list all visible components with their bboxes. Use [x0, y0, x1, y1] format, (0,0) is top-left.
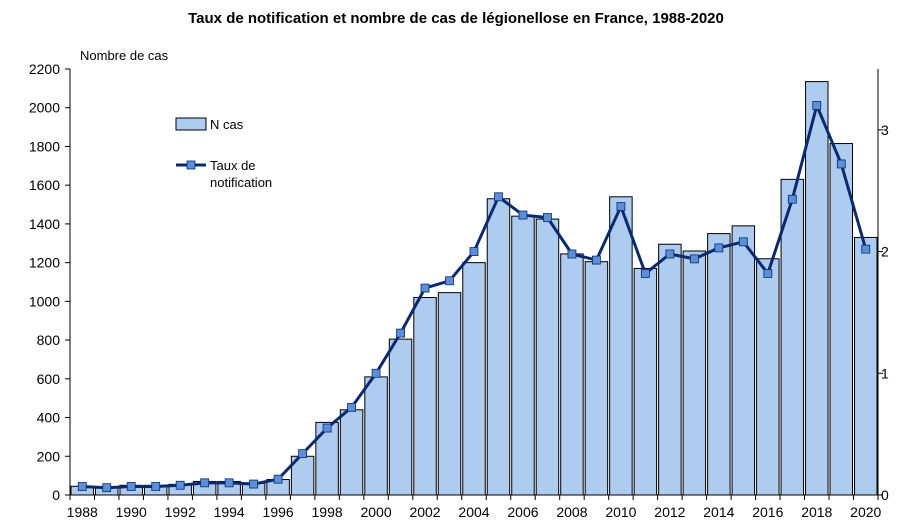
rate-point-1996 — [273, 474, 283, 484]
rate-point-2008 — [567, 249, 577, 259]
rate-point-2013 — [689, 254, 699, 264]
bar-2011 — [633, 267, 658, 496]
bar-2014 — [707, 233, 731, 496]
y-tick-label-2000: 2000 — [29, 100, 60, 116]
rate-point-2012 — [665, 249, 675, 259]
x-tick-label-2004: 2004 — [458, 504, 489, 520]
legend-line-label-1: Taux de — [210, 158, 256, 173]
bar-1999 — [339, 409, 364, 496]
bar-2016 — [756, 258, 780, 496]
rate-point-2003 — [445, 276, 454, 286]
rate-point-2015 — [738, 237, 748, 247]
y-tick-label-400: 400 — [37, 410, 61, 426]
rate-point-1994 — [224, 478, 234, 488]
x-tick-label-2016: 2016 — [752, 504, 783, 520]
y-tick-label-1800: 1800 — [29, 138, 60, 154]
bar-2018 — [805, 81, 829, 496]
bar-2003 — [437, 292, 462, 496]
y2-tick-label-3: 3 — [881, 122, 889, 138]
y-tick-label-200: 200 — [37, 448, 61, 464]
rate-point-1992 — [175, 480, 185, 490]
bar-2009 — [584, 261, 609, 496]
legend-bar-swatch — [175, 117, 207, 131]
rate-point-2002 — [420, 283, 430, 293]
x-tick-label-1994: 1994 — [214, 504, 245, 520]
x-tick-label-2020: 2020 — [850, 504, 881, 520]
rate-point-2016 — [763, 269, 773, 278]
rate-point-1993 — [200, 478, 210, 488]
bar-2004 — [462, 262, 486, 496]
rate-point-1995 — [249, 479, 259, 489]
y-tick-label-1600: 1600 — [29, 177, 60, 193]
line-series — [77, 101, 871, 493]
y2-tick-label-2: 2 — [881, 244, 889, 260]
rate-point-2017 — [787, 194, 797, 204]
rate-point-2010 — [616, 202, 626, 211]
rate-point-1989 — [102, 483, 112, 493]
legend: N cas Taux de notification — [175, 117, 272, 190]
y2-tick-label-0: 0 — [881, 487, 889, 503]
rate-point-2001 — [396, 328, 405, 338]
rate-point-2018 — [812, 101, 822, 110]
chart-title: Taux de notification et nombre de cas de… — [188, 10, 724, 27]
bar-series — [70, 81, 878, 496]
rate-point-2020 — [861, 244, 871, 254]
rate-point-1999 — [347, 402, 356, 412]
x-tick-label-2014: 2014 — [703, 504, 734, 520]
bar-2000 — [364, 376, 388, 496]
rate-point-2007 — [543, 213, 552, 222]
y-axis-label: Nombre de cas — [80, 48, 169, 63]
x-tick-label-1990: 1990 — [116, 504, 147, 520]
x-tick-label-2002: 2002 — [409, 504, 440, 520]
bar-2012 — [658, 243, 682, 496]
rate-point-2011 — [640, 269, 650, 278]
rate-point-1988 — [77, 482, 87, 491]
bar-2005 — [486, 198, 511, 496]
x-tick-label-2000: 2000 — [360, 504, 391, 520]
legend-bar-label: N cas — [210, 117, 244, 132]
axes: 0200400600800100012001400160018002000220… — [29, 61, 889, 520]
x-tick-label-1996: 1996 — [263, 504, 294, 520]
bar-2001 — [388, 338, 413, 496]
bar-2015 — [731, 225, 756, 496]
rate-point-2019 — [836, 159, 846, 169]
bar-2020 — [854, 236, 878, 496]
y-tick-label-800: 800 — [37, 332, 61, 348]
x-tick-label-1992: 1992 — [165, 504, 196, 520]
rate-point-1991 — [151, 482, 161, 491]
rate-point-1998 — [322, 423, 332, 433]
rate-point-1990 — [126, 482, 136, 491]
bar-2002 — [413, 296, 437, 496]
x-tick-label-2006: 2006 — [507, 504, 538, 520]
y-tick-label-1000: 1000 — [29, 293, 60, 309]
rate-point-2005 — [494, 192, 503, 202]
x-tick-label-1998: 1998 — [312, 504, 343, 520]
rate-point-2014 — [714, 243, 724, 253]
x-tick-label-2012: 2012 — [654, 504, 685, 520]
bar-2007 — [535, 218, 560, 496]
x-tick-label-2018: 2018 — [801, 504, 832, 520]
x-tick-label-2008: 2008 — [556, 504, 587, 520]
bar-2013 — [682, 250, 707, 496]
y-tick-label-0: 0 — [52, 487, 60, 503]
y-tick-label-1400: 1400 — [29, 216, 60, 232]
y-tick-label-2200: 2200 — [29, 61, 60, 77]
y2-tick-label-1: 1 — [881, 365, 889, 381]
legend-line-label-2: notification — [210, 175, 272, 190]
rate-point-2009 — [592, 255, 601, 265]
x-tick-label-1988: 1988 — [67, 504, 98, 520]
rate-point-1997 — [298, 449, 308, 459]
bar-2008 — [560, 253, 584, 496]
bar-2010 — [609, 196, 633, 496]
y-tick-label-1200: 1200 — [29, 255, 60, 271]
rate-point-2004 — [469, 247, 479, 256]
rate-point-2006 — [518, 210, 528, 220]
y-tick-label-600: 600 — [37, 371, 61, 387]
rate-point-2000 — [371, 368, 381, 378]
bar-1998 — [315, 421, 339, 496]
x-tick-label-2010: 2010 — [605, 504, 636, 520]
bar-2006 — [511, 215, 535, 496]
legend-line-marker — [186, 160, 196, 170]
